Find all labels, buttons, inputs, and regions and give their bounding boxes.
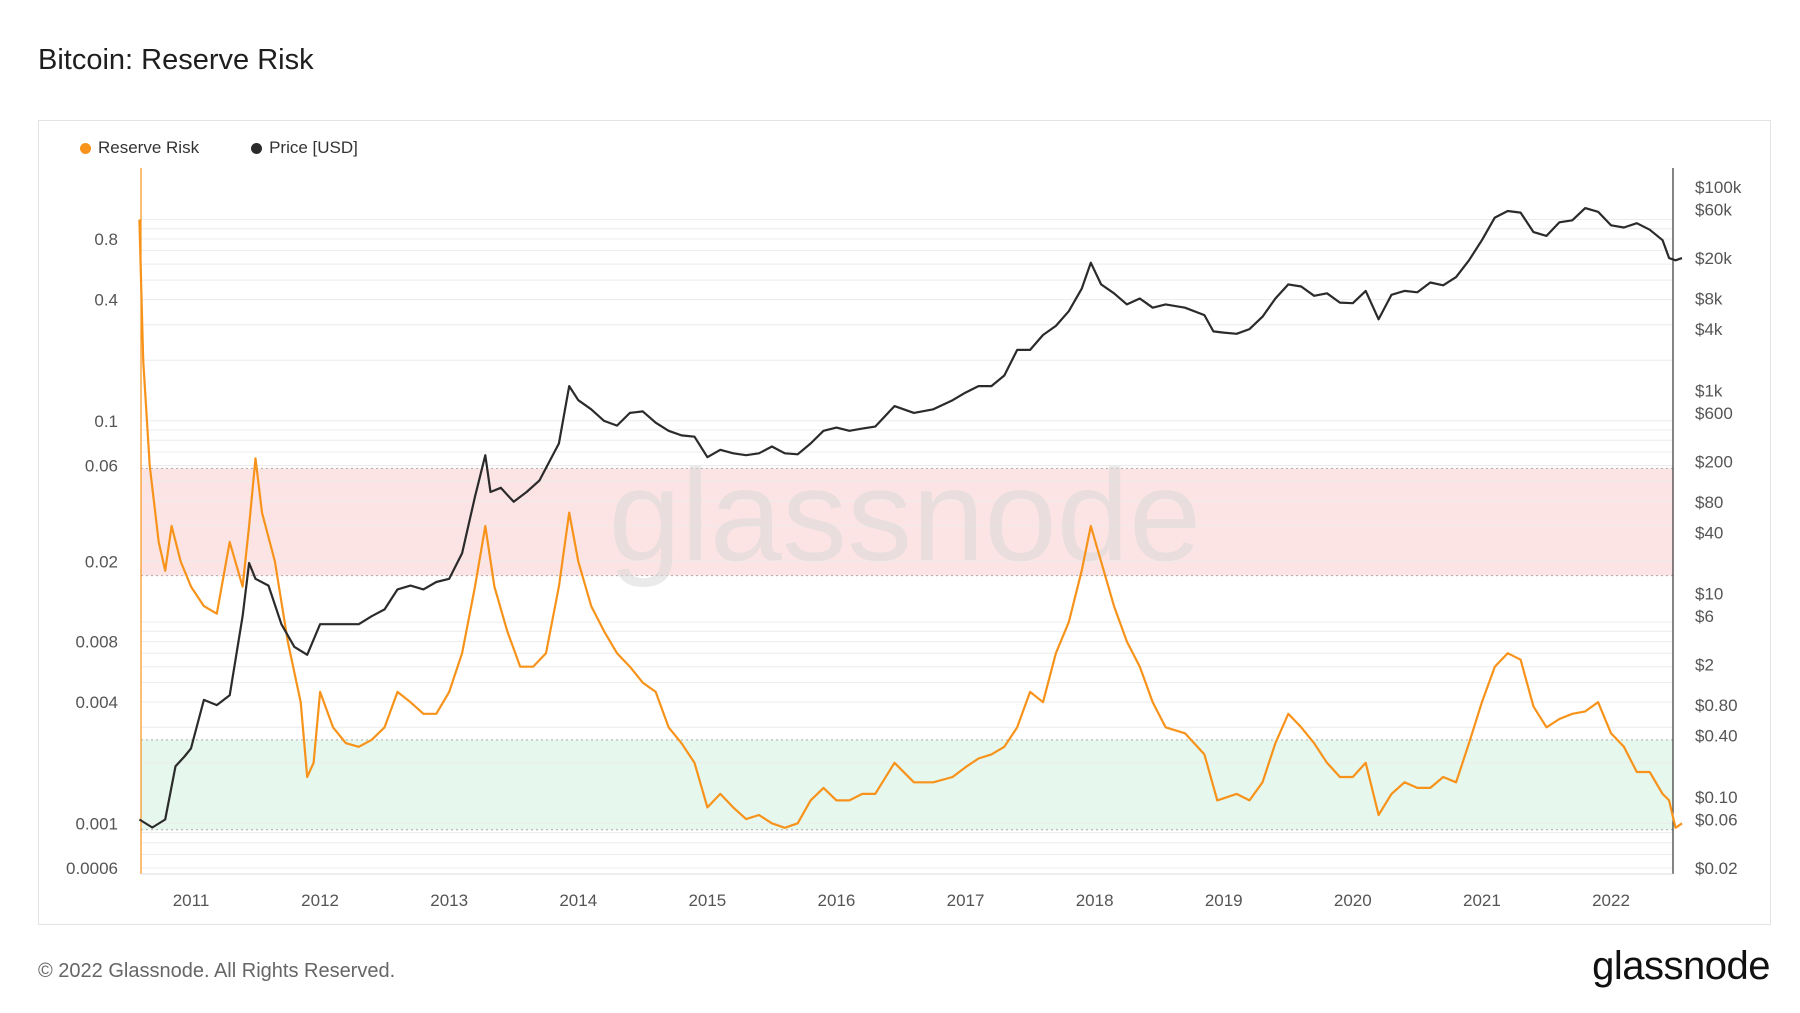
right-tick-label: $0.02 <box>1695 859 1738 878</box>
legend-label-price: Price [USD] <box>269 138 358 157</box>
left-tick-label: 0.02 <box>85 552 118 571</box>
right-tick-label: $100k <box>1695 178 1742 197</box>
x-tick-label: 2019 <box>1205 891 1243 910</box>
right-tick-label: $0.40 <box>1695 727 1738 746</box>
price-line <box>138 207 1683 829</box>
legend-dot-reserve-risk <box>80 142 91 154</box>
threshold-bands <box>141 467 1673 831</box>
legend: Reserve Risk Price [USD] <box>80 138 358 158</box>
left-tick-label: 0.06 <box>85 456 118 475</box>
chart-panel <box>38 120 1771 925</box>
right-tick-label: $2 <box>1695 656 1714 675</box>
x-tick-label: 2011 <box>173 891 210 910</box>
x-axis-ticks: 2011 2012 2013 2014 2015 2016 2017 2018 2019 2020… <box>173 891 1630 910</box>
right-tick-label: $4k <box>1695 320 1723 339</box>
right-tick-label: $6 <box>1695 607 1714 626</box>
band-0 <box>141 468 1673 576</box>
right-axis-ticks: $100k $60k $20k $8k $4k $1k $600 $200 $80 $40 $10 $… <box>1695 178 1742 878</box>
gridlines <box>141 219 1673 869</box>
copyright-footer: © 2022 Glassnode. All Rights Reserved. <box>38 960 396 982</box>
right-tick-label: $0.06 <box>1695 810 1738 829</box>
x-tick-label: 2020 <box>1334 891 1372 910</box>
legend-item-price[interactable]: Price [USD] <box>251 138 358 158</box>
legend-item-reserve-risk[interactable]: Reserve Risk <box>80 138 199 158</box>
left-tick-label: 0.0006 <box>66 859 118 878</box>
legend-label-reserve-risk: Reserve Risk <box>98 138 200 157</box>
right-tick-label: $0.80 <box>1695 696 1738 715</box>
right-tick-label: $80 <box>1695 493 1723 512</box>
glassnode-logo: glassnode <box>1592 944 1770 988</box>
left-tick-label: 0.8 <box>94 230 118 249</box>
left-tick-label: 0.1 <box>94 412 118 431</box>
left-tick-label: 0.4 <box>94 291 118 310</box>
x-tick-label: 2016 <box>818 891 856 910</box>
right-tick-label: $20k <box>1695 249 1732 268</box>
right-tick-label: $60k <box>1695 201 1732 220</box>
x-tick-label: 2022 <box>1592 891 1630 910</box>
left-tick-label: 0.008 <box>75 633 118 652</box>
left-tick-label: 0.001 <box>75 814 118 833</box>
left-tick-label: 0.004 <box>75 693 118 712</box>
x-tick-label: 2015 <box>688 891 726 910</box>
right-tick-label: $10 <box>1695 585 1723 604</box>
legend-dot-price <box>251 142 263 154</box>
right-tick-label: $600 <box>1695 404 1733 423</box>
x-tick-label: 2012 <box>301 891 339 910</box>
band-1 <box>141 739 1673 830</box>
reserve-risk-line <box>138 219 1683 829</box>
x-tick-label: 2018 <box>1076 891 1114 910</box>
chart-title: Bitcoin: Reserve Risk <box>38 44 314 76</box>
x-tick-label: 2014 <box>559 891 597 910</box>
right-tick-label: $1k <box>1695 381 1723 400</box>
x-tick-label: 2021 <box>1463 891 1501 910</box>
series-lines <box>138 207 1683 829</box>
right-tick-label: $200 <box>1695 452 1733 471</box>
right-tick-label: $8k <box>1695 290 1723 309</box>
right-tick-label: $0.10 <box>1695 788 1738 807</box>
x-tick-label: 2013 <box>430 891 468 910</box>
right-tick-label: $40 <box>1695 523 1723 542</box>
x-tick-label: 2017 <box>947 891 985 910</box>
left-axis-ticks: 0.8 0.4 0.1 0.06 0.02 0.008 0.004 0.001 0.0006 <box>66 230 118 878</box>
watermark: glassnode <box>609 442 1202 588</box>
